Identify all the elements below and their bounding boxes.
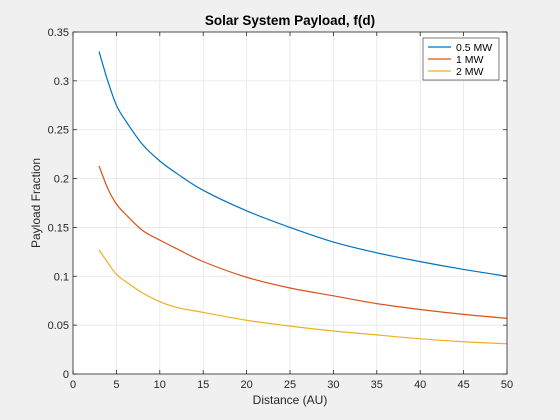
y-tick-label: 0.05 [48, 320, 69, 332]
x-tick-label: 15 [197, 379, 209, 391]
y-tick-label: 0.3 [54, 76, 69, 88]
plot-area: 0 5 10 15 20 25 30 35 40 45 50 0 0.05 0.1 0.15 0.2 0.25 0… [48, 27, 514, 391]
y-tick-label: 0 [63, 369, 69, 381]
legend-label-3: 2 MW [456, 66, 484, 78]
ticks [72, 31, 508, 375]
series-line-3 [98, 249, 508, 345]
legend: 0.5 MW1 MW2 MW [422, 37, 500, 81]
x-tick-label: 0 [70, 379, 76, 391]
x-tick-label: 30 [327, 379, 339, 391]
x-tick-label: 35 [371, 379, 383, 391]
series-line-2 [98, 165, 508, 319]
x-tick-label: 20 [240, 379, 252, 391]
x-axis-label: Distance (AU) [253, 393, 328, 407]
x-tick-label: 25 [284, 379, 296, 391]
x-tick-label: 5 [113, 379, 119, 391]
y-axis-label: Payload Fraction [29, 158, 43, 248]
y-tick-label: 0.15 [48, 222, 69, 234]
y-tick-label: 0.35 [48, 27, 69, 39]
legend-label-1: 0.5 MW [456, 42, 492, 54]
y-tick-label: 0.25 [48, 125, 69, 137]
series-layer [98, 51, 508, 345]
y-tick-label: 0.1 [54, 271, 69, 283]
chart-title: Solar System Payload, f(d) [205, 13, 375, 28]
x-tick-label: 45 [457, 379, 469, 391]
tick-labels: 0 5 10 15 20 25 30 35 40 45 50 0 0.05 0.1 0.15 0.2 0.25 0… [48, 27, 514, 391]
x-tick-label: 10 [154, 379, 166, 391]
y-tick-label: 0.2 [54, 174, 69, 186]
series-line-1 [98, 51, 508, 277]
x-tick-label: 40 [414, 379, 426, 391]
x-tick-label: 50 [501, 379, 513, 391]
legend-label-2: 1 MW [456, 54, 484, 66]
